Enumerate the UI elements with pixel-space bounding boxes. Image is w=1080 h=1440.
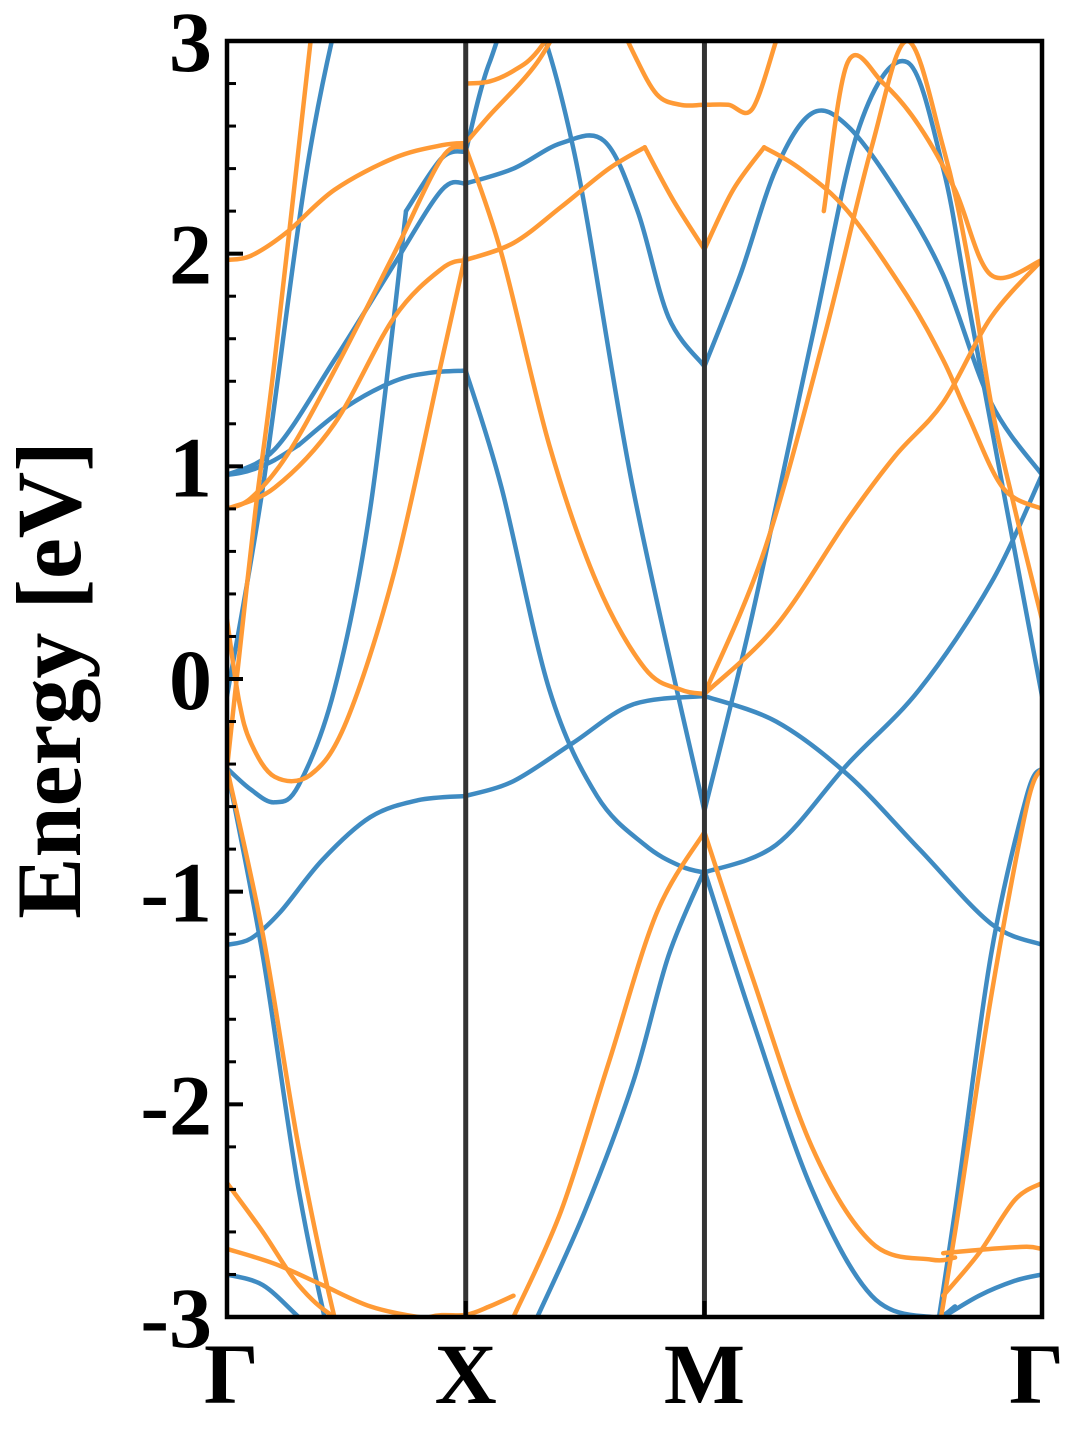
orange-band-23 (702, 257, 1042, 697)
orange-band-40 (938, 766, 1042, 1317)
blue-band-7 (227, 793, 468, 948)
orange-band-30 (463, 41, 554, 146)
orange-band-33 (821, 52, 1042, 281)
blue-band-9 (702, 693, 1042, 948)
x-tick-label-gamma-end: Γ (1009, 1326, 1064, 1422)
orange-band-28 (761, 145, 1042, 512)
blue-band-20 (940, 1272, 1042, 1317)
orange-band-31 (463, 41, 548, 86)
orange-band-38 (511, 829, 707, 1317)
blue-band-13 (702, 58, 1042, 814)
blue-band-15 (227, 766, 327, 1317)
orange-band-26 (642, 145, 707, 252)
high-symmetry-dividers (463, 41, 707, 1317)
blue-band-8 (463, 693, 707, 799)
y-axis-ticks: 3 2 1 0 -1 -2 -3 (140, 0, 243, 1366)
y-tick-label: 3 (169, 0, 212, 90)
orange-band-32 (625, 41, 779, 116)
x-tick-label-gamma-start: Γ (204, 1326, 259, 1422)
blue-band-2 (463, 368, 707, 875)
x-tick-label-x: X (435, 1326, 497, 1422)
orange-band-22 (463, 145, 707, 697)
y-axis-title: Energy [eV] (0, 441, 100, 919)
orange-band-24 (227, 257, 468, 512)
y-tick-label: -3 (140, 1270, 212, 1366)
orange-band-25 (463, 145, 648, 263)
blue-band-10 (227, 208, 409, 805)
y-tick-label: -1 (140, 845, 212, 941)
orange-band-42 (227, 1246, 439, 1317)
orange-band-29 (227, 140, 468, 263)
blue-band-16 (535, 868, 707, 1317)
orange-band-44 (940, 1180, 1042, 1298)
blue-band-19 (227, 1272, 302, 1317)
orange-band-43 (940, 1244, 1042, 1256)
y-tick-label: 0 (169, 632, 212, 728)
orange-band-41 (227, 1180, 516, 1317)
orange-band-39 (702, 829, 958, 1263)
blue-band-18 (936, 766, 1042, 1317)
orange-band-36 (227, 41, 313, 771)
orange-band-27 (702, 145, 767, 252)
blue-band-6 (702, 108, 1042, 478)
orange-band-37 (227, 766, 337, 1317)
blue-band-5 (463, 133, 707, 369)
x-tick-label-m: M (664, 1326, 745, 1422)
y-tick-label: 2 (169, 207, 212, 303)
orange-band-21 (227, 144, 468, 512)
bands-layer (227, 41, 1042, 1317)
blue-band-3 (702, 472, 1042, 875)
orange-band-34 (227, 251, 468, 784)
y-tick-label: 1 (169, 419, 212, 515)
blue-band-12 (463, 41, 707, 814)
y-tick-label: -2 (140, 1057, 212, 1153)
